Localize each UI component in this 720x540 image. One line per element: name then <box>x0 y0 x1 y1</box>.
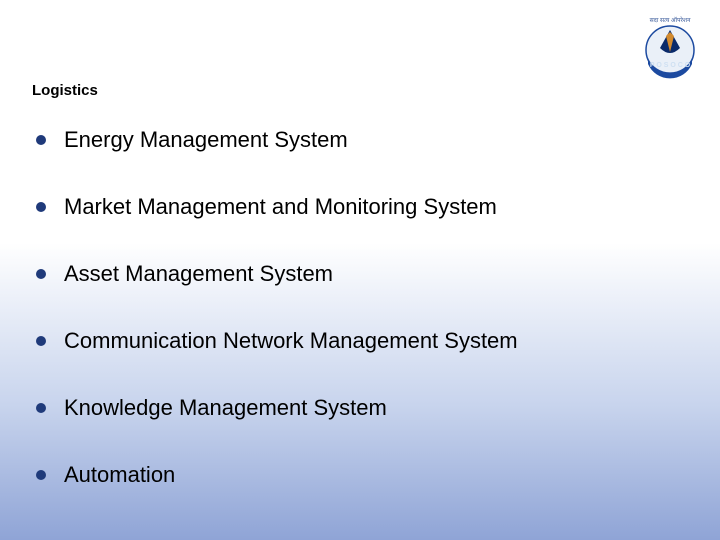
list-item: Market Management and Monitoring System <box>36 194 660 220</box>
item-text: Market Management and Monitoring System <box>64 194 497 220</box>
bullet-icon <box>36 470 46 480</box>
logo-emblem: P O S O C O सदा सत्य ऑपरेशन <box>640 10 700 80</box>
item-text: Asset Management System <box>64 261 333 287</box>
list-item: Communication Network Management System <box>36 328 660 354</box>
bullet-icon <box>36 202 46 212</box>
item-text: Energy Management System <box>64 127 348 153</box>
item-text: Automation <box>64 462 175 488</box>
slide-title: Logistics <box>32 82 98 99</box>
logo-letters: P O S O C O <box>650 62 691 69</box>
bullet-icon <box>36 135 46 145</box>
list-item: Automation <box>36 462 660 488</box>
list-item: Asset Management System <box>36 261 660 287</box>
list-item: Knowledge Management System <box>36 395 660 421</box>
item-text: Knowledge Management System <box>64 395 387 421</box>
bullet-icon <box>36 336 46 346</box>
item-text: Communication Network Management System <box>64 328 518 354</box>
bullet-icon <box>36 269 46 279</box>
bullet-icon <box>36 403 46 413</box>
list-item: Energy Management System <box>36 127 660 153</box>
logo-top-text: सदा सत्य ऑपरेशन <box>650 16 691 24</box>
bullet-list: Energy Management System Market Manageme… <box>36 127 660 529</box>
